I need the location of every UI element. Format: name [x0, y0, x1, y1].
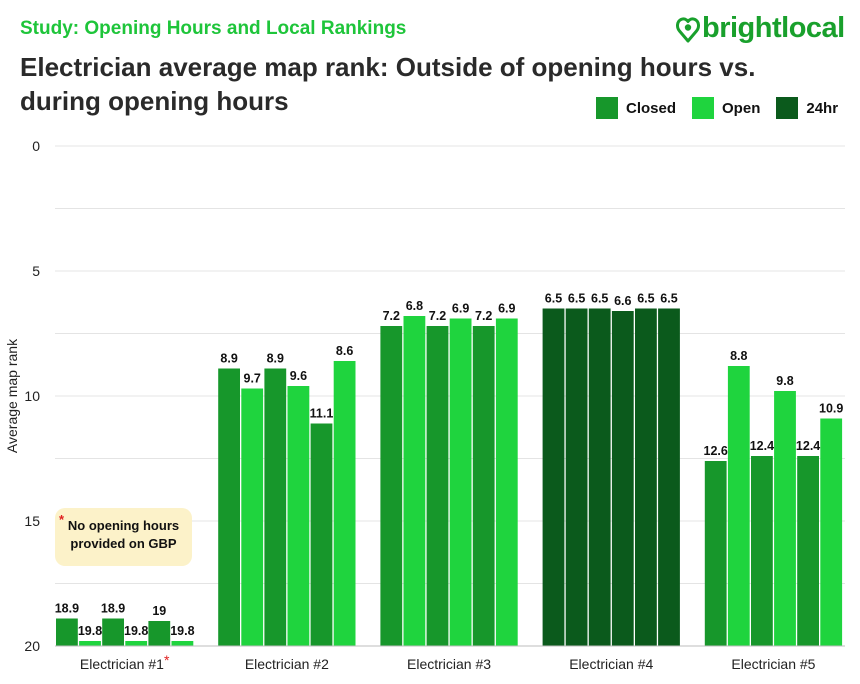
bar: [380, 326, 403, 646]
bar: [727, 366, 750, 646]
bar: [495, 318, 518, 646]
chart-title-line-1: Electrician average map rank: Outside of…: [20, 52, 756, 82]
note-asterisk: *: [59, 512, 65, 527]
bar: [797, 456, 819, 646]
bar-value-label: 8.8: [730, 349, 747, 363]
legend-label-closed: Closed: [626, 99, 677, 117]
no-opening-hours-note: * No opening hours provided on GBP: [55, 508, 192, 566]
legend-swatch-open: [692, 97, 715, 119]
bar-value-label: 18.9: [101, 602, 125, 616]
bar-value-label: 6.5: [591, 292, 608, 306]
legend-label-24hr: 24hr: [806, 99, 839, 117]
x-category-label: Electrician #4: [569, 656, 653, 672]
y-tick-label: 20: [24, 638, 40, 654]
bar: [774, 391, 796, 646]
bar: [565, 308, 588, 646]
legend-swatch-24hr: [776, 97, 799, 119]
bar-value-label: 19: [152, 604, 166, 618]
bar: [635, 308, 657, 646]
bar-value-label: 6.9: [452, 302, 469, 316]
bar: [751, 456, 773, 646]
y-axis-label: Average map rank: [4, 338, 20, 453]
bar-value-label: 6.5: [545, 292, 562, 306]
bar-value-label: 19.8: [124, 624, 148, 638]
bar: [449, 318, 472, 646]
y-tick-label: 5: [32, 263, 40, 279]
bar: [588, 308, 611, 646]
bar-value-label: 18.9: [55, 602, 79, 616]
bar-value-label: 8.9: [220, 352, 237, 366]
legend-item-open: Open: [692, 97, 760, 119]
bar: [56, 618, 78, 646]
chart-title-line-2: during opening hours: [20, 86, 289, 116]
legend-swatch-closed: [596, 97, 618, 119]
bar: [218, 368, 240, 646]
x-category-label: Electrician #2: [245, 656, 329, 672]
bar: [171, 641, 194, 646]
bar: [611, 311, 634, 646]
bar: [658, 308, 680, 646]
x-category-label: Electrician #5: [731, 656, 815, 672]
bar-value-label: 12.4: [796, 439, 820, 453]
y-tick-label: 0: [32, 138, 40, 154]
bar-value-label: 6.8: [406, 299, 423, 313]
x-category-label: Electrician #1*: [80, 652, 170, 672]
bar: [472, 326, 495, 646]
chart-legend: Closed Open 24hr: [596, 97, 838, 119]
bar-value-label: 9.6: [290, 369, 307, 383]
bar: [287, 386, 310, 646]
bar: [704, 461, 727, 646]
bar-value-label: 10.9: [819, 402, 843, 416]
bar-value-label: 9.8: [776, 374, 793, 388]
logo-text: brightlocal: [702, 12, 845, 44]
legend-label-open: Open: [722, 99, 761, 117]
bar-value-label: 9.7: [244, 372, 261, 386]
bar-value-label: 12.4: [750, 439, 774, 453]
legend-item-24hr: 24hr: [776, 97, 838, 119]
bar: [79, 641, 101, 646]
bar: [102, 618, 124, 646]
bar: [426, 326, 449, 646]
bar-value-label: 12.6: [704, 444, 728, 458]
x-category-label: Electrician #3: [407, 656, 491, 672]
bar: [241, 388, 264, 646]
chart-title: Electrician average map rank: Outside of…: [20, 50, 800, 118]
bar-value-label: 7.2: [429, 309, 446, 323]
y-tick-label: 15: [24, 513, 40, 529]
bar: [403, 316, 426, 646]
bar-value-label: 19.8: [170, 624, 194, 638]
bar: [264, 368, 287, 646]
bar-value-label: 8.6: [336, 344, 353, 358]
y-tick-label: 10: [24, 388, 40, 404]
bar: [820, 418, 843, 646]
bar-value-label: 7.2: [475, 309, 492, 323]
note-text: No opening hours provided on GBP: [67, 518, 180, 551]
bar: [333, 361, 356, 646]
bar-value-label: 6.5: [568, 292, 585, 306]
legend-item-closed: Closed: [596, 97, 676, 119]
bar-value-label: 19.8: [78, 624, 102, 638]
heart-location-pin-icon: [676, 16, 700, 42]
bar-value-label: 6.9: [498, 302, 515, 316]
bar-value-label: 6.5: [660, 292, 677, 306]
bar: [310, 423, 333, 646]
brightlocal-logo: brightlocal: [676, 12, 845, 45]
bar-value-label: 6.5: [637, 292, 654, 306]
bar-value-label: 6.6: [614, 294, 631, 308]
bar: [148, 621, 171, 646]
study-label: Study: Opening Hours and Local Rankings: [20, 18, 407, 39]
bar-value-label: 8.9: [267, 352, 284, 366]
bar-value-label: 11.1: [310, 407, 334, 421]
bar-value-label: 7.2: [383, 309, 400, 323]
category-asterisk: *: [164, 652, 170, 668]
bar: [125, 641, 148, 646]
bar: [542, 308, 565, 646]
